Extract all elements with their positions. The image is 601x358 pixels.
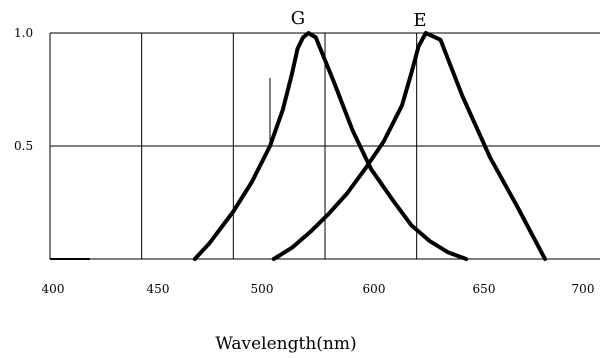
y-tick-label: 0.5 (14, 139, 33, 153)
x-tick-label: 650 (473, 282, 496, 296)
x-tick-labels: 400 450 500 600 650 700 (42, 282, 595, 296)
grid (49, 32, 600, 260)
series-line-G (192, 31, 469, 261)
y-tick-labels: 1.0 0.5 (14, 26, 33, 153)
y-tick-label: 1.0 (14, 26, 33, 40)
x-tick-label: 450 (147, 282, 170, 296)
x-tick-label: 400 (42, 282, 65, 296)
series-label-G: G (291, 8, 305, 29)
series-label-E: E (413, 10, 426, 31)
series-line-E (271, 31, 547, 261)
series (192, 31, 547, 261)
x-tick-label: 700 (572, 282, 595, 296)
x-tick-label: 600 (363, 282, 386, 296)
x-axis-label: Wavelength(nm) (215, 334, 356, 354)
x-tick-label: 500 (251, 282, 274, 296)
